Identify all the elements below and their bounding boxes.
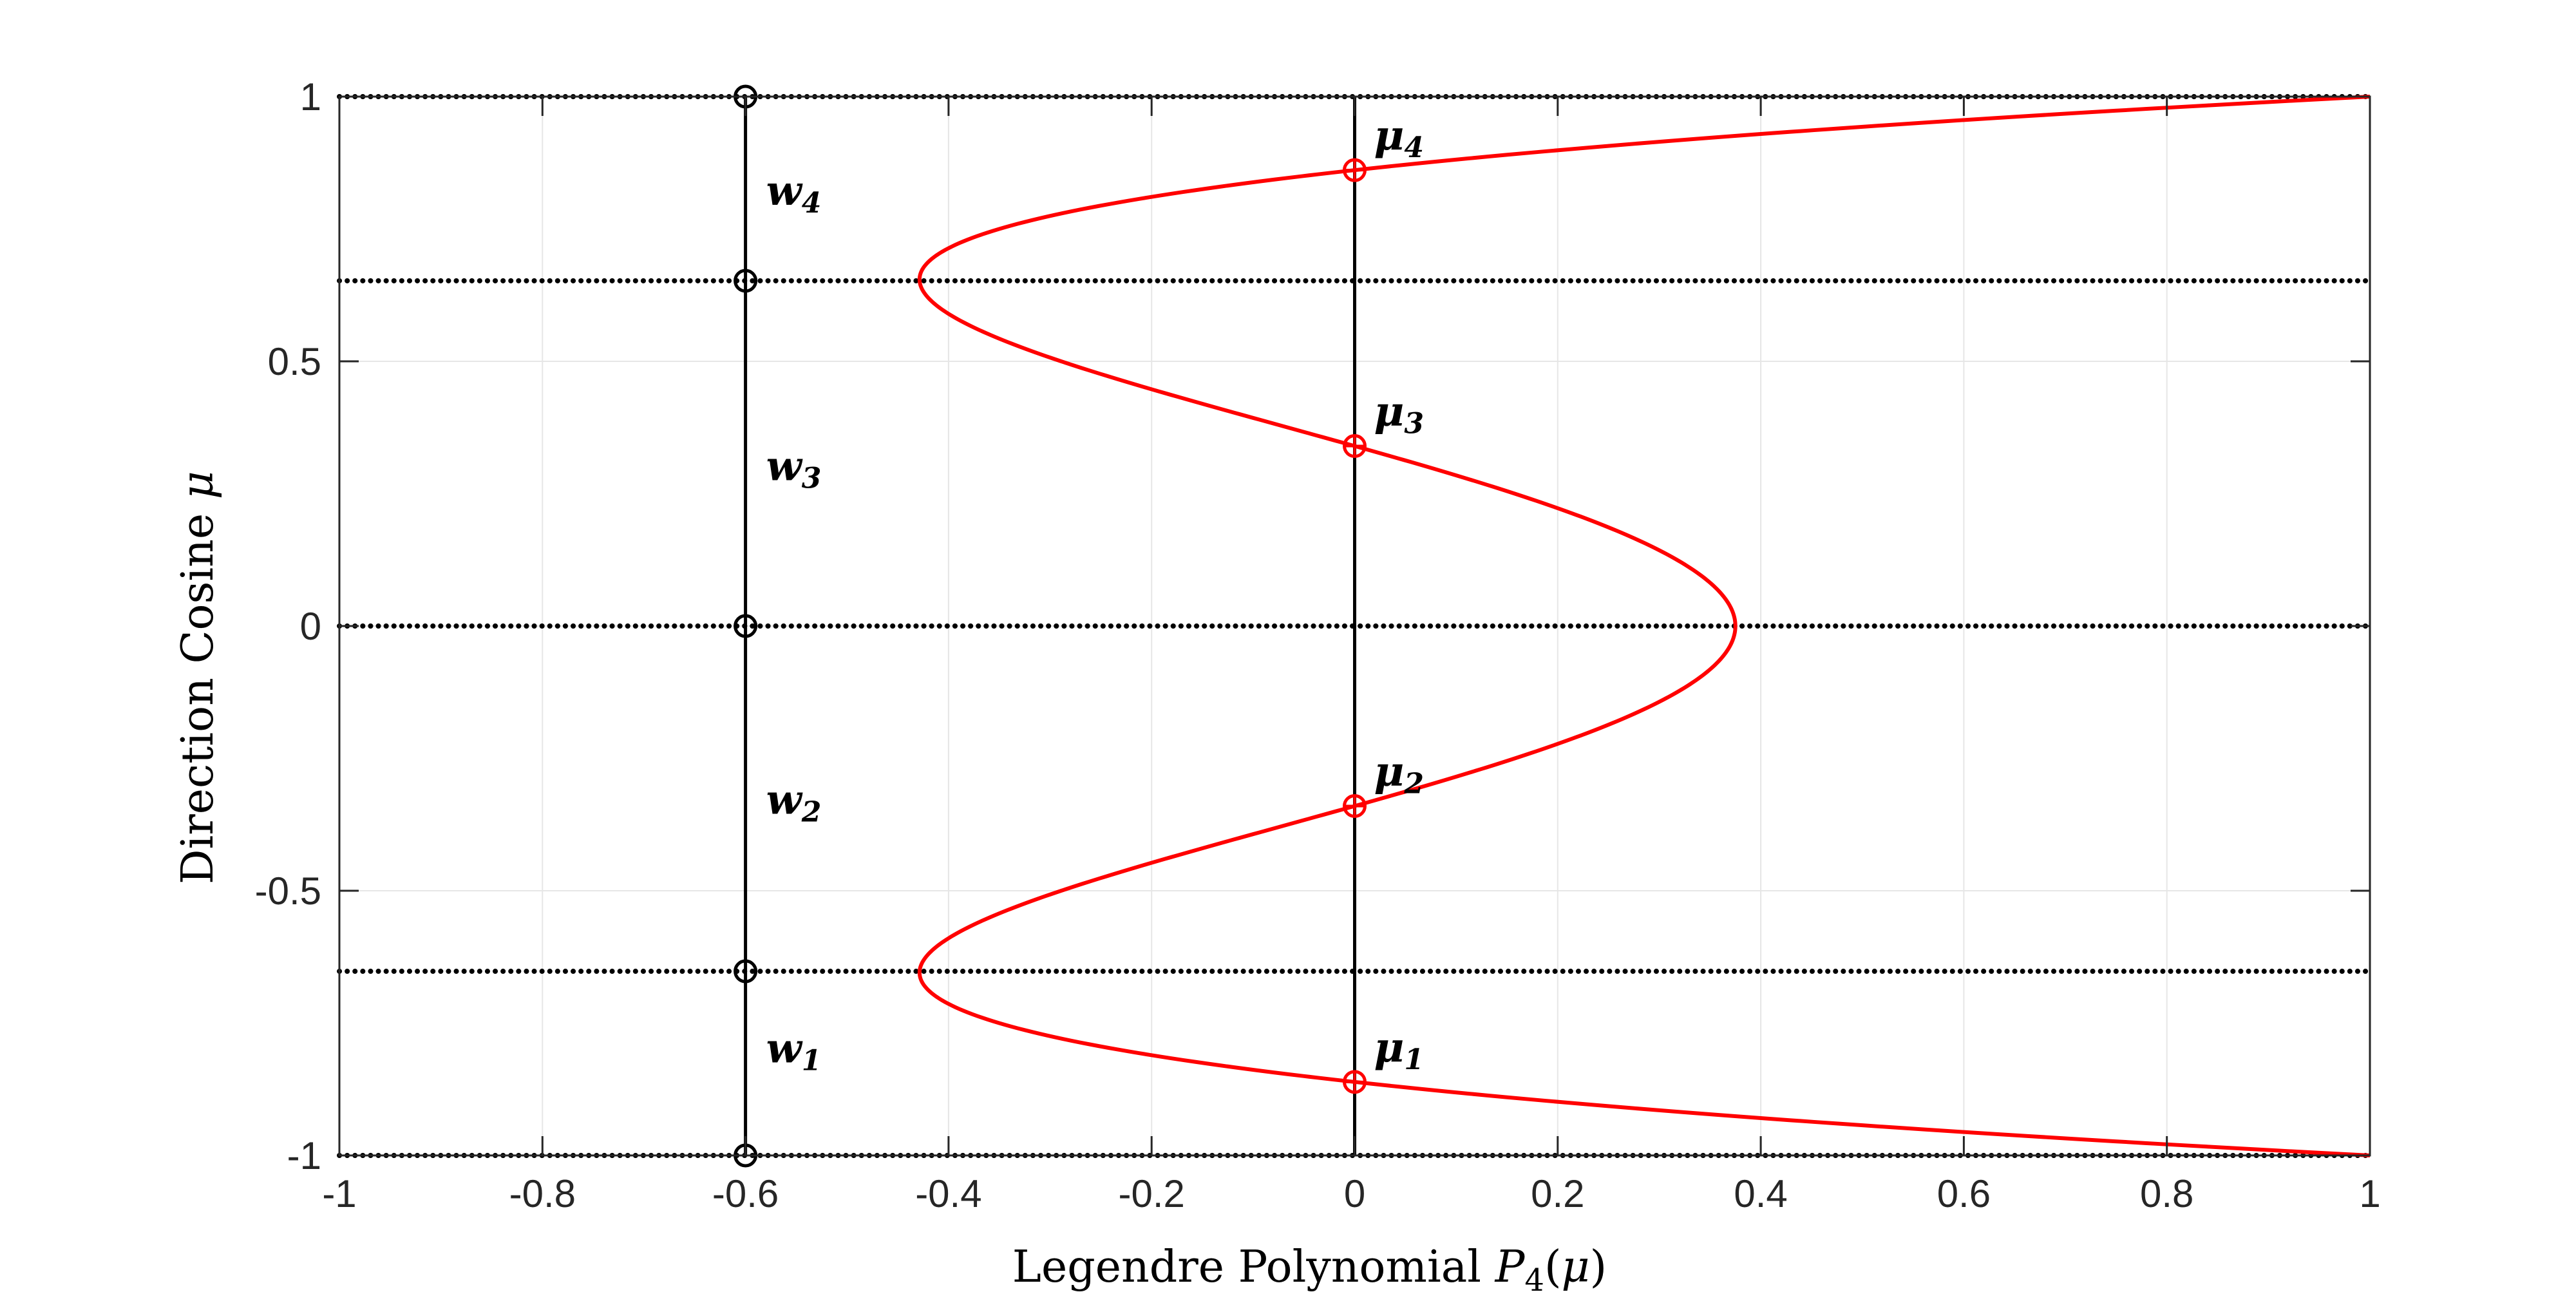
- weight-boundary-marker: [734, 614, 758, 638]
- weight-label: w2: [766, 775, 822, 828]
- x-tick-label: -0.2: [1119, 1172, 1185, 1215]
- root-label: μ3: [1374, 388, 1424, 441]
- x-tick-label: -0.6: [712, 1172, 779, 1215]
- root-marker: [1343, 793, 1367, 818]
- y-tick-label: -0.5: [255, 869, 321, 913]
- root-marker: [1343, 1070, 1367, 1094]
- y-tick-label: 1: [300, 75, 321, 119]
- legendre-p4-curve: [917, 95, 2371, 1157]
- root-marker: [1343, 434, 1367, 459]
- y-axis-label: Direction Cosine μ: [173, 471, 223, 884]
- x-tick-label: -1: [322, 1172, 356, 1215]
- root-label: μ4: [1374, 111, 1424, 164]
- weight-boundary-marker: [734, 959, 758, 983]
- weight-label: w3: [766, 442, 822, 495]
- weight-label: w4: [766, 167, 822, 220]
- vertical-lines: [744, 97, 1356, 1155]
- x-tick-label: 0.8: [2140, 1172, 2193, 1215]
- x-tick-label: 0: [1344, 1172, 1365, 1215]
- root-label: μ1: [1374, 1023, 1424, 1076]
- x-tick-label: -0.4: [915, 1172, 981, 1215]
- y-tick-label: 0: [300, 605, 321, 648]
- x-axis-label: Legendre Polynomial P4(μ): [1012, 1242, 1607, 1292]
- x-tick-label: 0.2: [1531, 1172, 1584, 1215]
- weight-label: w1: [766, 1025, 822, 1078]
- x-tick-label: 0.6: [1937, 1172, 1991, 1215]
- y-tick-label: 0.5: [268, 340, 321, 383]
- annotations: μ1 μ2 μ3 μ4 w1 w2 w3 w4: [766, 111, 1424, 1077]
- y-axis-ticks: -1 -0.5 0 0.5 1: [255, 75, 2370, 1177]
- y-tick-label: -1: [287, 1134, 321, 1177]
- x-tick-label: 1: [2359, 1172, 2380, 1215]
- x-tick-label: 0.4: [1734, 1172, 1787, 1215]
- x-tick-label: -0.8: [509, 1172, 576, 1215]
- root-label: μ2: [1374, 747, 1424, 800]
- root-marker: [1343, 158, 1367, 182]
- x-axis-ticks: -1 -0.8 -0.6 -0.4 -0.2 0 0.2 0.4 0.6 0.8 1: [322, 97, 2381, 1215]
- weight-boundary-marker: [734, 269, 758, 293]
